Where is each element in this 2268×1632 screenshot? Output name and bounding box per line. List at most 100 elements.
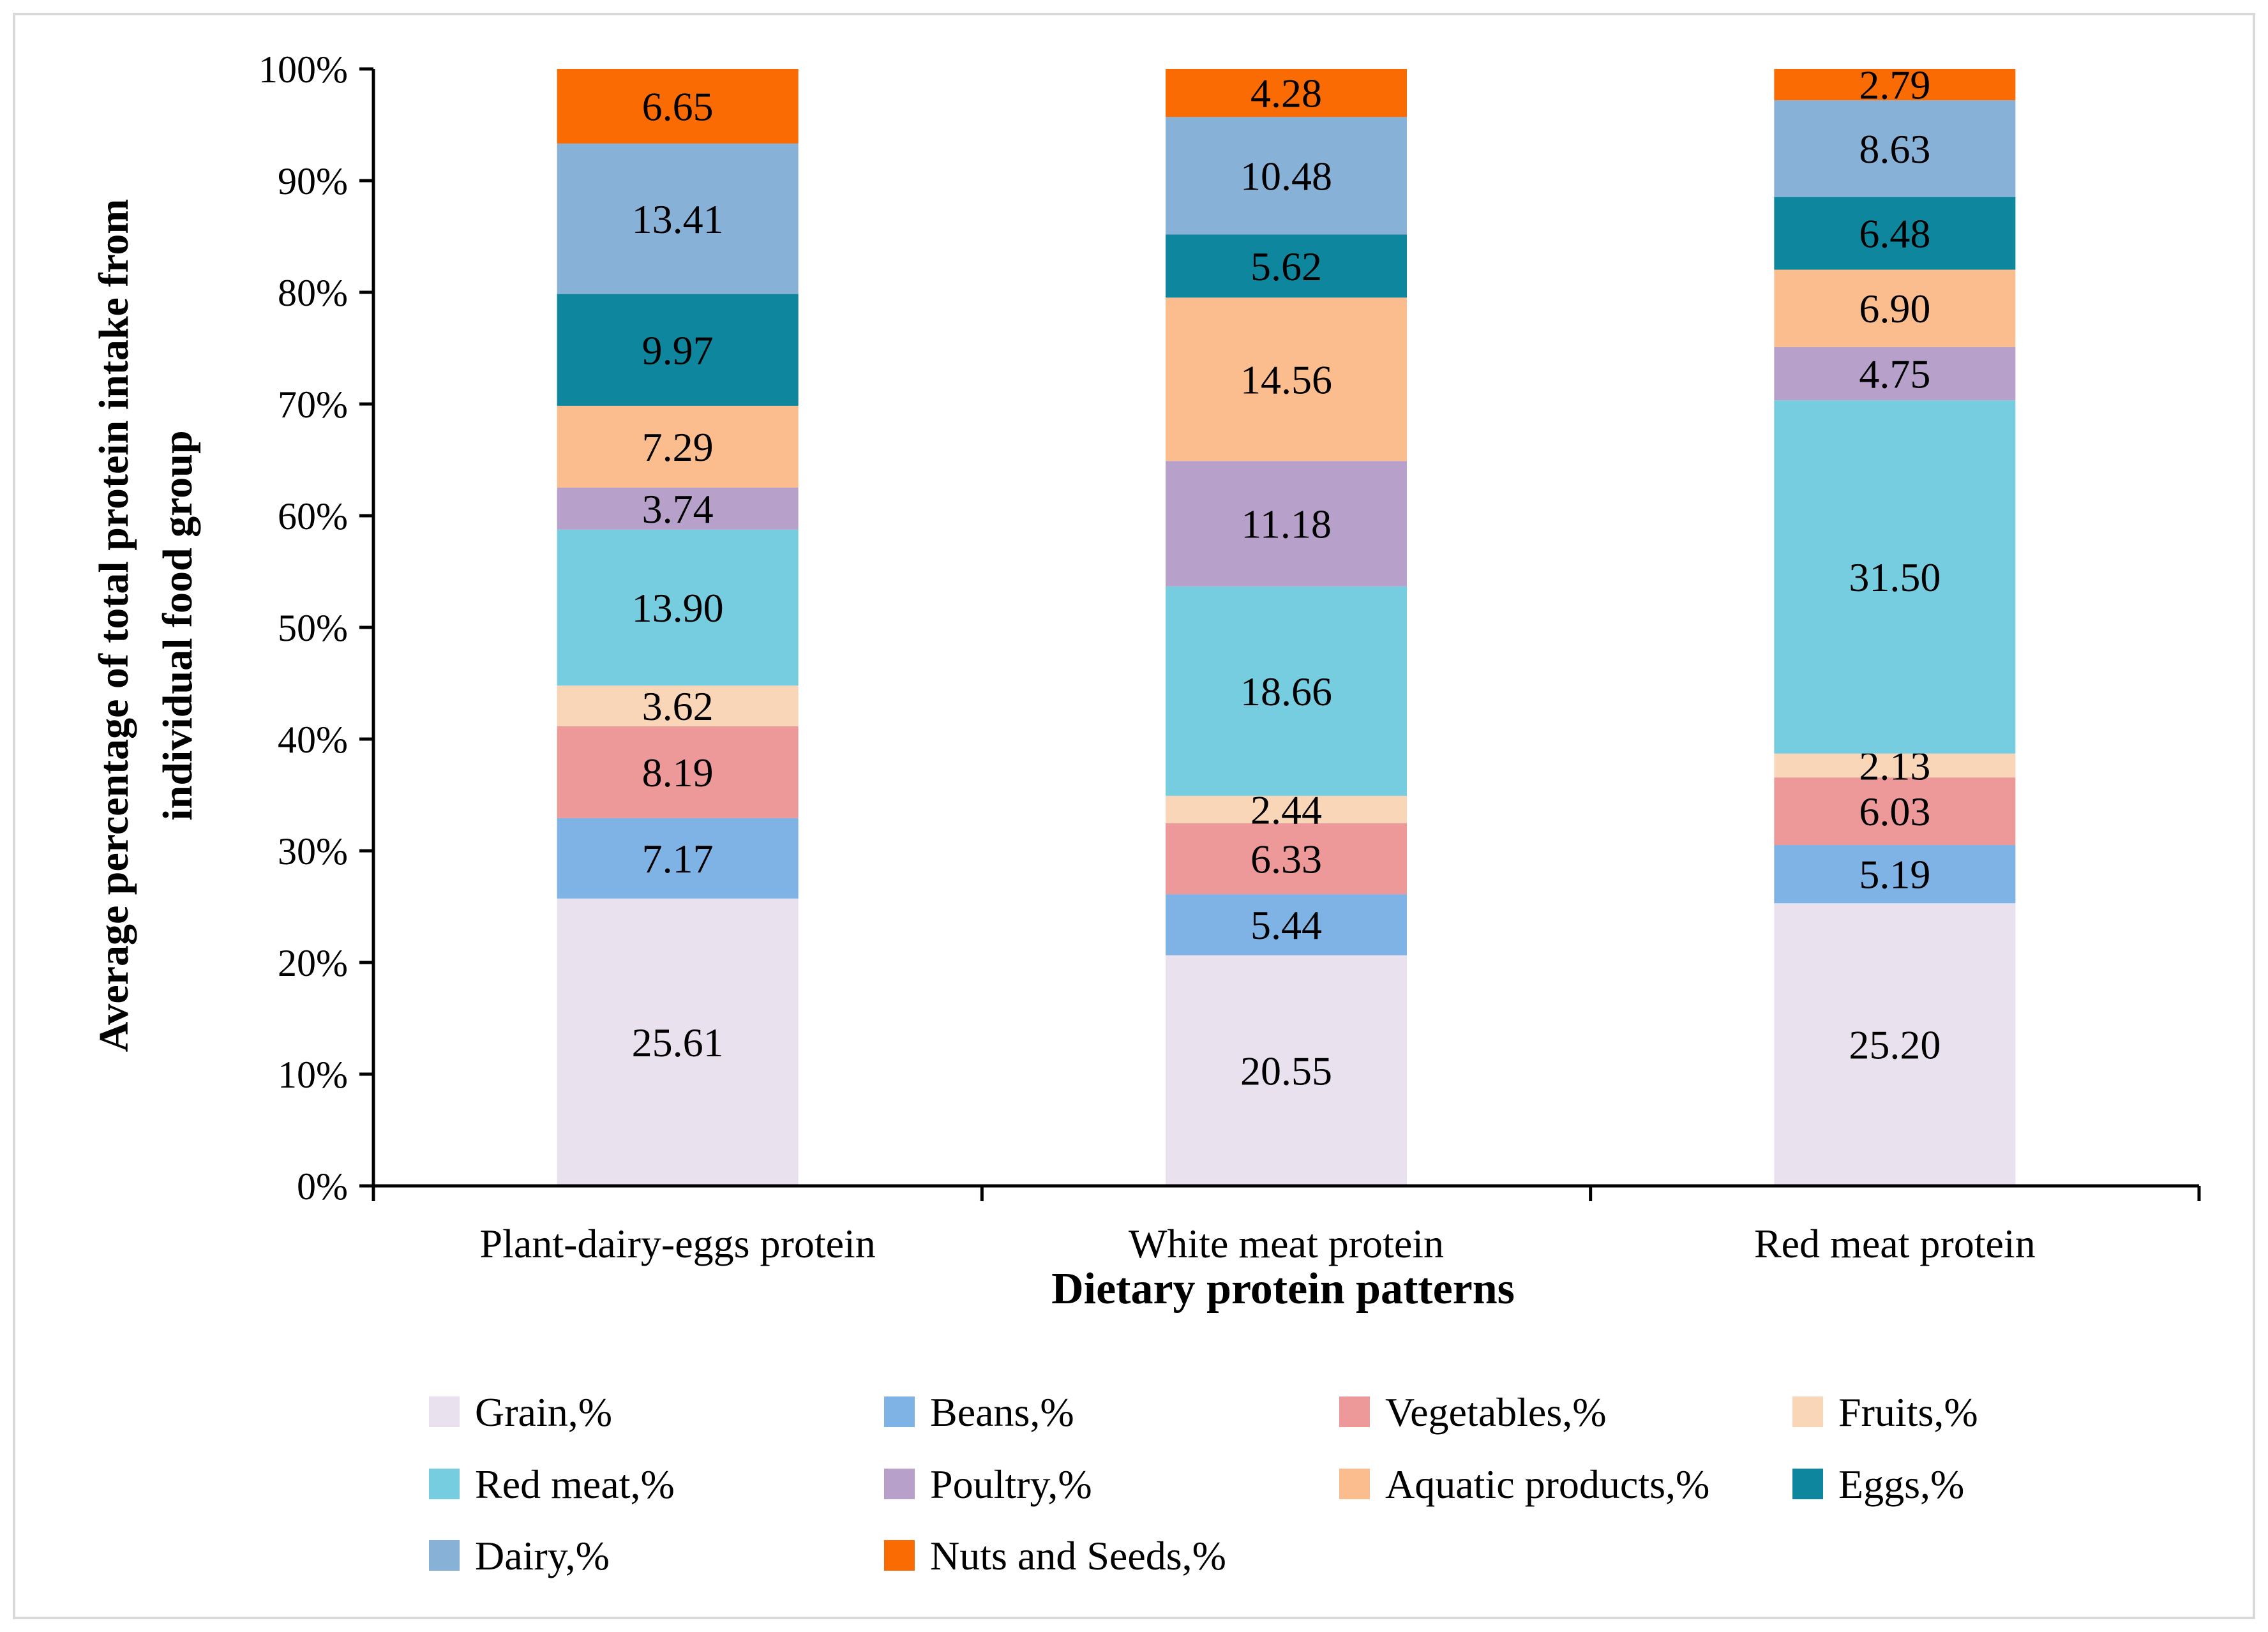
bar-segment (1774, 347, 2016, 401)
data-label: 18.66 (1240, 669, 1332, 714)
bar-segment (1166, 461, 1407, 587)
y-tick-label: 80% (278, 272, 348, 314)
y-tick-label: 10% (278, 1054, 348, 1096)
legend-swatch (1792, 1469, 1823, 1499)
data-label: 7.29 (642, 424, 714, 470)
data-label: 13.90 (632, 585, 724, 631)
y-axis-label: Average percentage of total protein inta… (91, 199, 201, 1052)
legend-swatch (1339, 1469, 1370, 1499)
bar-segment (1774, 903, 2016, 1186)
y-tick-label: 90% (278, 160, 348, 202)
x-axis-label: Dietary protein patterns (1051, 1264, 1515, 1314)
legend-label: Fruits,% (1838, 1389, 1978, 1435)
data-label: 2.79 (1859, 63, 1930, 108)
legend-label: Aquatic products,% (1385, 1462, 1709, 1507)
data-label: 5.44 (1250, 902, 1322, 948)
bar-segment (1166, 69, 1407, 117)
legend-label: Eggs,% (1838, 1462, 1964, 1507)
data-label: 10.48 (1240, 153, 1332, 198)
y-axis-label-line: individual food group (154, 430, 201, 820)
bar-segment (1166, 234, 1407, 298)
legend-swatch (429, 1396, 460, 1427)
bar-segment (557, 726, 799, 818)
x-tick-label: Plant-dairy-eggs protein (480, 1221, 876, 1266)
data-label: 5.19 (1859, 852, 1930, 897)
bar-segment (1774, 845, 2016, 904)
bars: 25.61 7.17 8.19 3.62 13.90 3.74 7.29 9.97 13.41 6… (557, 63, 2016, 1186)
legend-label: Grain,% (475, 1389, 612, 1435)
bar-segment (1774, 269, 2016, 347)
data-label: 6.48 (1859, 211, 1930, 257)
bar-segment (1774, 197, 2016, 270)
data-label: 3.62 (642, 684, 714, 729)
y-tick-label: 0% (297, 1165, 348, 1208)
data-label: 3.74 (642, 486, 714, 532)
y-tick-label: 50% (278, 607, 348, 649)
y-tick-label: 100% (259, 49, 348, 91)
data-label: 6.33 (1250, 836, 1322, 881)
data-label: 6.90 (1859, 286, 1930, 331)
y-axis: 0% 10% 20% 30% 40% 50% 60% 70% 80% 90% 100% (259, 49, 375, 1208)
legend-swatch (429, 1540, 460, 1571)
data-label: 4.28 (1250, 71, 1322, 116)
bar-segment (1774, 100, 2016, 197)
data-label: 9.97 (642, 327, 714, 373)
data-label: 5.62 (1250, 244, 1322, 289)
data-label: 11.18 (1241, 502, 1332, 547)
legend-swatch (884, 1396, 915, 1427)
legend-swatch (1339, 1396, 1370, 1427)
y-tick-label: 30% (278, 830, 348, 872)
bar-segment (557, 405, 799, 488)
bar-segment (557, 818, 799, 899)
y-tick-label: 60% (278, 495, 348, 537)
bar-segment (557, 488, 799, 530)
bar-segment (1774, 400, 2016, 754)
legend: Grain,% Beans,% Vegetables,% Fruits,% Red me… (429, 1389, 1978, 1578)
y-tick-label: 20% (278, 942, 348, 984)
data-label: 4.75 (1859, 351, 1930, 396)
bar-segment (1166, 795, 1407, 823)
data-label: 13.41 (632, 197, 724, 242)
legend-label: Red meat,% (475, 1462, 675, 1507)
bar-segment (1166, 297, 1407, 461)
bar-segment (1166, 586, 1407, 796)
legend-label: Poultry,% (930, 1462, 1092, 1507)
legend-swatch (429, 1469, 460, 1499)
bar-segment (1166, 823, 1407, 895)
bar-segment (557, 529, 799, 686)
y-tick-label: 40% (278, 719, 348, 761)
legend-label: Beans,% (930, 1389, 1074, 1435)
bar-segment (557, 143, 799, 294)
bar-segment (1774, 69, 2016, 101)
data-label: 8.19 (642, 750, 714, 795)
x-tick-label: Red meat protein (1754, 1221, 2036, 1266)
data-label: 25.61 (632, 1020, 724, 1065)
data-label: 25.20 (1849, 1022, 1941, 1068)
bar-segment (1166, 117, 1407, 235)
data-label: 7.17 (642, 836, 714, 881)
data-label: 6.03 (1859, 789, 1930, 834)
bar-segment (1774, 777, 2016, 846)
legend-label: Vegetables,% (1385, 1389, 1607, 1435)
x-tick-label: White meat protein (1129, 1221, 1444, 1266)
data-label: 8.63 (1859, 126, 1930, 172)
data-label: 14.56 (1240, 357, 1332, 402)
x-axis: Plant-dairy-eggs protein White meat prote… (372, 1184, 2201, 1266)
bar-segment (557, 898, 799, 1186)
legend-swatch (884, 1540, 915, 1571)
bar-segment (557, 294, 799, 406)
bar-segment (1166, 894, 1407, 955)
y-axis-label-line: Average percentage of total protein inta… (91, 199, 137, 1052)
bar-segment (1774, 753, 2016, 778)
data-label: 6.65 (642, 84, 714, 129)
data-label: 20.55 (1240, 1048, 1332, 1093)
legend-swatch (884, 1469, 915, 1499)
bar-segment (1166, 955, 1407, 1186)
y-tick-label: 70% (278, 384, 348, 426)
legend-label: Nuts and Seeds,% (930, 1533, 1226, 1578)
bar-segment (557, 685, 799, 726)
bar-segment (557, 69, 799, 144)
legend-swatch (1792, 1396, 1823, 1427)
data-label: 31.50 (1849, 555, 1941, 600)
